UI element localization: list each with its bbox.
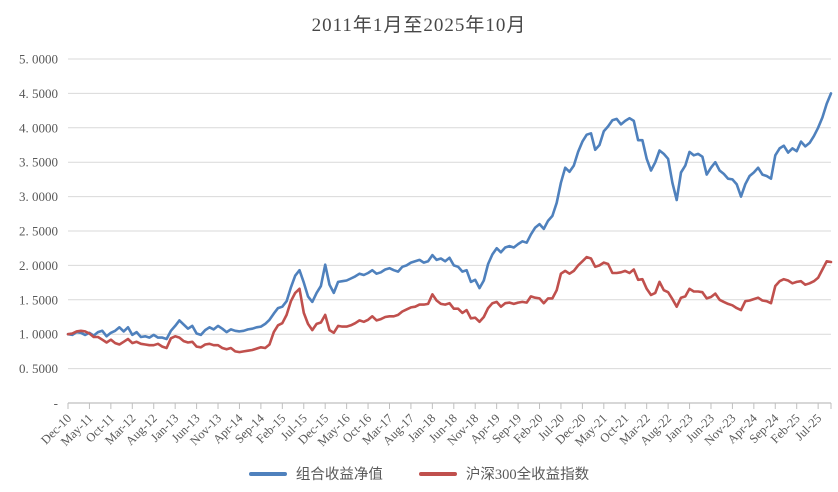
y-axis-label: 2. 0000	[19, 258, 58, 273]
series-line-portfolio	[66, 92, 833, 341]
legend-item-csi300: 沪深300全收益指数	[418, 463, 590, 484]
y-axis-label: 1. 5000	[19, 292, 58, 307]
legend-line-portfolio-swatch	[248, 471, 287, 476]
y-axis-label: 5. 0000	[19, 52, 58, 67]
y-axis-label: 1. 0000	[19, 327, 58, 342]
y-axis-label: 0. 5000	[19, 361, 58, 376]
legend-line-csi300-swatch	[418, 471, 457, 476]
y-axis-label: -	[54, 396, 58, 411]
y-axis-label: 2. 5000	[19, 224, 58, 239]
legend-label-csi300: 沪深300全收益指数	[465, 467, 590, 483]
legend-item-portfolio: 组合收益净值	[248, 463, 383, 484]
series-line-csi300	[66, 255, 833, 354]
legend: 组合收益净值 沪深300全收益指数	[0, 463, 838, 484]
y-axis-label: 4. 0000	[19, 120, 58, 135]
chart-title: 2011年1月至2025年10月	[311, 15, 527, 36]
y-axis-label: 4. 5000	[19, 86, 58, 101]
y-axis-label: 3. 5000	[19, 155, 58, 170]
y-axis-label: 3. 0000	[19, 189, 58, 204]
legend-label-portfolio: 组合收益净值	[295, 467, 383, 483]
